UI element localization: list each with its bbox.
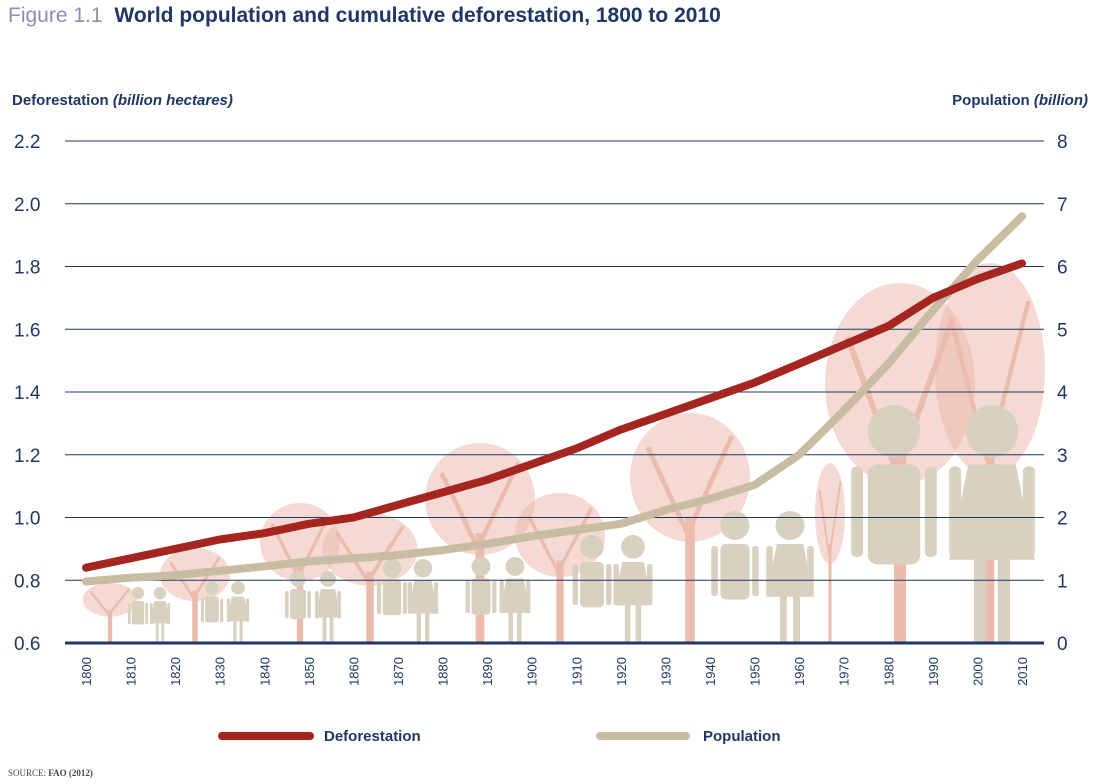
man-figure-icon <box>200 581 224 623</box>
tree-silhouette <box>160 548 230 643</box>
man-figure-icon <box>851 405 937 565</box>
legend: Deforestation Population <box>218 728 781 745</box>
right-axis-title: Population (billion) <box>952 92 1088 109</box>
woman-figure-icon <box>226 581 250 643</box>
chart-title: World population and cumulative deforest… <box>114 4 721 27</box>
left-axis-tick-label: 2.0 <box>14 195 40 216</box>
x-axis-tick-label: 1820 <box>168 657 183 686</box>
x-axis-tick-label: 1930 <box>658 657 673 686</box>
man-figure-icon <box>572 535 612 608</box>
right-axis-tick-label: 0 <box>1057 634 1068 655</box>
source-label: SOURCE: <box>8 768 47 778</box>
man-figure-icon <box>285 571 311 620</box>
right-axis-tick-label: 6 <box>1057 258 1068 279</box>
woman-figure-icon <box>766 511 814 643</box>
left-axis-tick-label: 1.6 <box>14 320 40 341</box>
right-axis-tick-label: 5 <box>1057 320 1068 341</box>
right-axis-tick-label: 2 <box>1057 509 1068 530</box>
source-text: FAO (2012) <box>48 768 93 778</box>
x-axis-tick-label: 1800 <box>79 657 94 686</box>
x-axis-tick-label: 1850 <box>302 657 317 686</box>
left-axis-tick-label: 2.2 <box>14 132 40 153</box>
legend-item-deforestation: Deforestation <box>218 728 421 745</box>
legend-label: Deforestation <box>324 728 421 745</box>
right-axis-tick-label: 4 <box>1057 383 1068 404</box>
right-axis-tick-label: 1 <box>1057 571 1068 592</box>
tree-silhouette <box>322 513 418 643</box>
x-axis-tick-label: 2010 <box>1015 657 1030 686</box>
legend-label: Population <box>703 728 781 745</box>
figure-header: Figure 1.1 World population and cumulati… <box>8 4 721 28</box>
x-axis-tick-label: 1910 <box>569 657 584 686</box>
man-figure-icon <box>711 511 759 600</box>
woman-figure-icon <box>315 571 341 643</box>
man-figure-icon <box>376 559 408 616</box>
right-axis-ticks: 0 1 2 3 4 5 6 7 8 <box>1057 132 1068 655</box>
left-axis-title: Deforestation (billion hectares) <box>12 92 233 109</box>
right-axis-tick-label: 3 <box>1057 446 1068 467</box>
right-axis-tick-label: 7 <box>1057 195 1068 216</box>
x-axis-tick-label: 1810 <box>124 657 139 686</box>
x-axis-tick-label: 1890 <box>480 657 495 686</box>
left-axis-tick-label: 1.2 <box>14 446 40 467</box>
left-axis-tick-label: 0.8 <box>14 571 40 592</box>
x-axis-tick-label: 1970 <box>837 657 852 686</box>
legend-item-population: Population <box>596 728 781 745</box>
man-figure-icon <box>127 587 149 625</box>
right-axis-title-text: Population <box>952 92 1030 109</box>
man-figure-icon <box>465 557 497 615</box>
source-note: SOURCE: FAO (2012) <box>8 768 93 778</box>
x-axis-tick-label: 1960 <box>792 657 807 686</box>
left-axis-ticks: 0.6 0.8 1.0 1.2 1.4 1.6 1.8 2.0 2.2 <box>14 132 41 655</box>
series-line-deforestation <box>82 259 1026 572</box>
left-axis-tick-label: 1.0 <box>14 509 40 530</box>
x-axis-tick-label: 1880 <box>436 657 451 686</box>
x-axis-tick-label: 1900 <box>525 657 540 686</box>
x-axis-tick-label: 1860 <box>346 657 361 686</box>
x-axis-tick-label: 1830 <box>213 657 228 686</box>
x-axis-tick-label: 1840 <box>257 657 272 686</box>
left-axis-title-text: Deforestation <box>12 92 109 109</box>
woman-figure-icon <box>949 405 1035 643</box>
woman-figure-icon <box>613 535 653 643</box>
x-axis-ticks: 1800 1810 1820 1830 1840 1850 1860 1870 1880 1890… <box>79 657 1030 686</box>
right-axis-tick-label: 8 <box>1057 132 1068 153</box>
woman-figure-icon <box>499 557 531 643</box>
x-axis-tick-label: 1920 <box>614 657 629 686</box>
series-line-population <box>82 212 1026 586</box>
background-illustration <box>82 263 1045 643</box>
tree-silhouette <box>82 583 138 643</box>
tree-silhouette <box>815 463 845 643</box>
x-axis-tick-label: 1980 <box>881 657 896 686</box>
left-axis-tick-label: 1.8 <box>14 258 40 279</box>
left-axis-tick-label: 0.6 <box>14 634 40 655</box>
x-axis-tick-label: 2000 <box>970 657 985 686</box>
series-lines <box>82 212 1026 586</box>
right-axis-unit: (billion) <box>1033 92 1088 109</box>
x-axis-tick-label: 1870 <box>391 657 406 686</box>
left-axis-unit: (billion hectares) <box>112 92 233 109</box>
gridlines <box>65 140 1044 645</box>
left-axis-tick-label: 1.4 <box>14 383 41 404</box>
figure-label: Figure 1.1 <box>8 4 103 27</box>
woman-figure-icon <box>407 559 439 643</box>
x-axis-tick-label: 1950 <box>748 657 763 686</box>
x-axis-tick-label: 1990 <box>926 657 941 686</box>
x-axis-tick-label: 1940 <box>703 657 718 686</box>
woman-figure-icon <box>149 587 171 643</box>
